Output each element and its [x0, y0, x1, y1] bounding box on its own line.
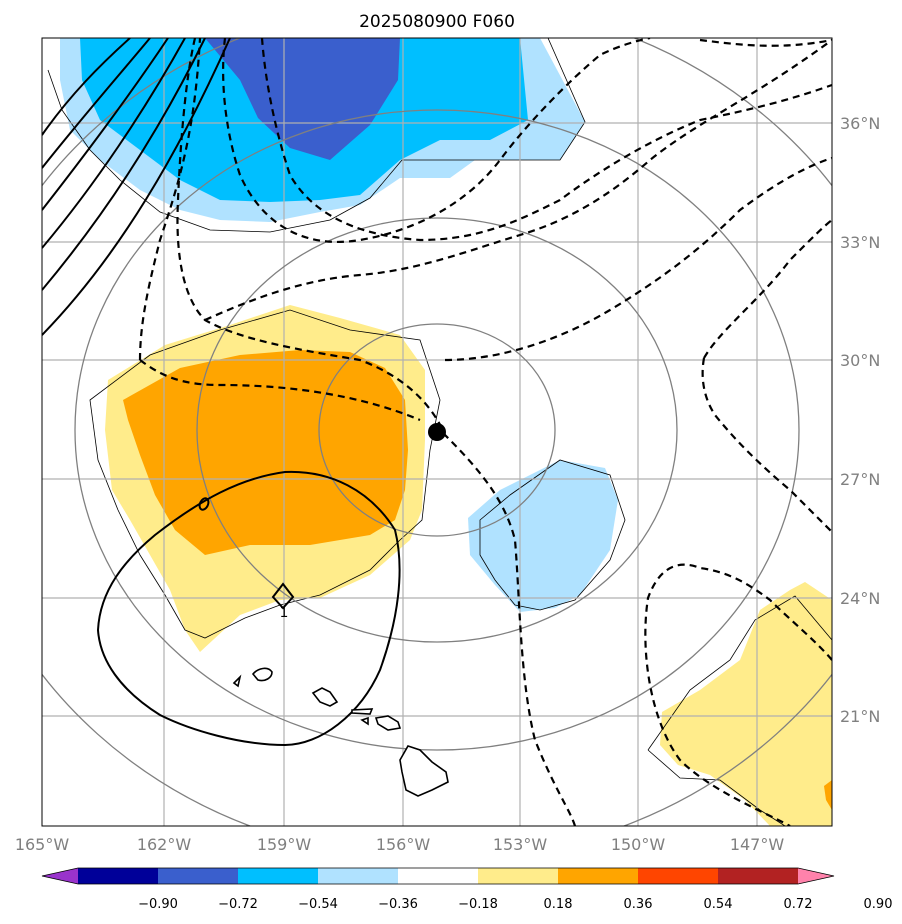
colorbar-segment: [158, 868, 239, 884]
graticule: [42, 38, 832, 826]
colorbar-tick-label: −0.72: [218, 897, 258, 912]
colorbar-segment: [718, 868, 799, 884]
colorbar-tick-label: 0.72: [784, 897, 813, 912]
colorbar-tick-label: 0.54: [704, 897, 733, 912]
colorbar-segment: [238, 868, 319, 884]
colorbar-tick-label: 0.36: [624, 897, 653, 912]
colorbar-segment: [398, 868, 479, 884]
lat-label: 24°N: [840, 589, 880, 608]
shading-royal-blue-north: [205, 38, 400, 160]
colorbar-tick-label: −0.36: [378, 897, 418, 912]
lat-label: 27°N: [840, 470, 880, 489]
colorbar-tick-label: −0.90: [138, 897, 178, 912]
colorbar: −0.90 −0.72 −0.54 −0.36 −0.18 0.18 0.36 0.54 0.7…: [41, 867, 893, 912]
lat-label: 36°N: [840, 114, 880, 133]
lon-label: 165°W: [15, 835, 70, 854]
shading-orange: [123, 350, 408, 555]
colorbar-tick-label: 0.18: [544, 897, 573, 912]
storm-center-marker: [428, 423, 446, 441]
island-hawaii: [399, 745, 449, 797]
contour-label: 1: [280, 605, 289, 621]
island-molokai: [351, 708, 374, 715]
lon-label: 147°W: [730, 835, 785, 854]
lon-label: 150°W: [611, 835, 666, 854]
colorbar-segment: [478, 868, 559, 884]
lat-label: 30°N: [840, 351, 880, 370]
colorbar-segment: [558, 868, 639, 884]
colorbar-tick-label: −0.18: [458, 897, 498, 912]
colorbar-outline: [41, 867, 835, 885]
island-lanai: [360, 716, 369, 726]
lon-label: 156°W: [376, 835, 431, 854]
colorbar-extend-high: [798, 868, 834, 884]
colorbar-extend-low: [42, 868, 78, 884]
lat-label: 21°N: [840, 707, 880, 726]
outline-east: [479, 459, 626, 611]
outline-west: [89, 309, 441, 639]
colorbar-segment: [318, 868, 399, 884]
longitude-labels: 165°W 162°W 159°W 156°W 153°W 150°W 147°…: [15, 835, 785, 854]
map-frame: [41, 37, 833, 827]
lon-label: 153°W: [493, 835, 548, 854]
island-maui: [374, 715, 402, 731]
island-oahu: [311, 687, 339, 707]
solid-contours: [42, 38, 401, 747]
colorbar-segment: [78, 868, 159, 884]
island-kauai: [251, 667, 273, 682]
map-title: 2025080900 F060: [359, 12, 515, 32]
latitude-labels: 36°N 33°N 30°N 27°N 24°N 21°N: [840, 114, 880, 726]
shading-orange-southeast: [824, 780, 832, 810]
hawaiian-islands: [232, 667, 449, 797]
colorbar-tick-label: −0.54: [298, 897, 338, 912]
shading-light-yellow-southeast: [660, 582, 832, 826]
lon-label: 159°W: [257, 835, 312, 854]
shading-light-blue-east: [468, 460, 618, 612]
island-niihau: [232, 674, 242, 688]
dashed-contours: [138, 38, 832, 826]
colorbar-segment: [638, 868, 719, 884]
colorbar-tick-label: 0.90: [864, 897, 893, 912]
lat-label: 33°N: [840, 233, 880, 252]
lon-label: 162°W: [137, 835, 192, 854]
